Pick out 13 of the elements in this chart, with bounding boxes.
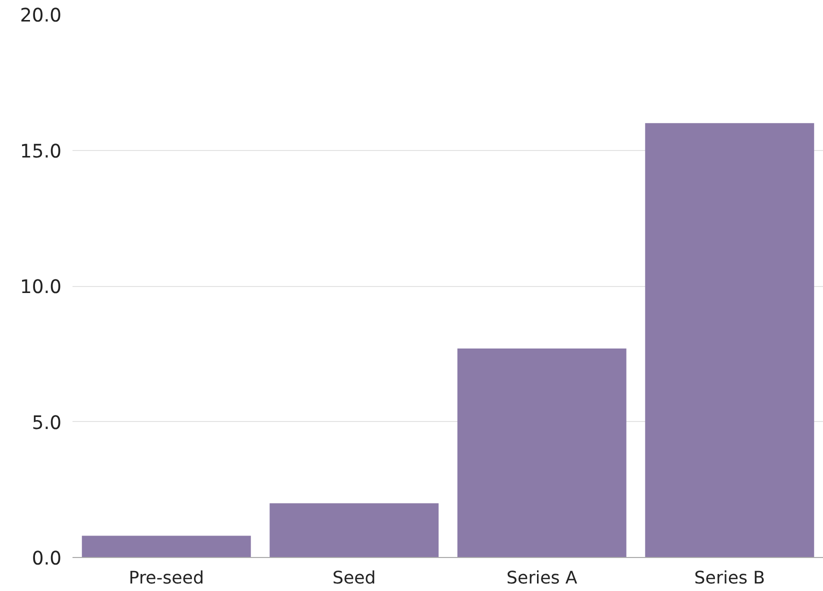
y-tick-label: 10.0 — [20, 277, 62, 298]
y-tick-label: 15.0 — [20, 141, 62, 162]
x-tick-label: Series A — [506, 568, 578, 588]
y-tick-label: 0.0 — [32, 548, 62, 570]
bar — [645, 123, 814, 558]
x-tick-label: Pre-seed — [128, 568, 204, 588]
bar — [82, 536, 251, 558]
x-tick-label: Seed — [332, 568, 376, 588]
bar — [270, 503, 439, 558]
x-tick-label: Series B — [694, 568, 765, 588]
y-tick-label: 20.0 — [20, 6, 62, 26]
y-tick-label: 5.0 — [32, 412, 62, 434]
bar — [457, 348, 626, 558]
